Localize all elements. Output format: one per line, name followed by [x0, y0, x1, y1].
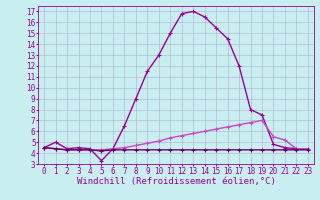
X-axis label: Windchill (Refroidissement éolien,°C): Windchill (Refroidissement éolien,°C) [76, 177, 276, 186]
